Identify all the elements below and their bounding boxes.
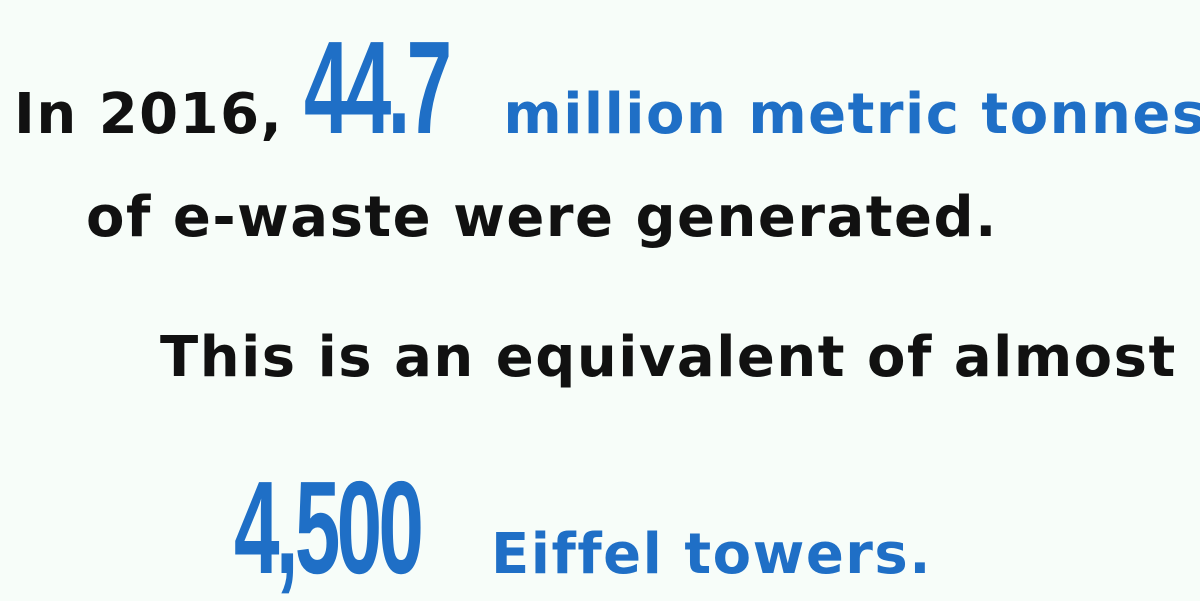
headline-line-2: of e-waste were generated. (86, 190, 998, 246)
ewaste-amount-wrap: 44.7 (304, 22, 482, 154)
headline-line-1: In 2016, 44.7 million metric tonnes (14, 22, 1200, 154)
year-intro-text: In 2016, (14, 82, 284, 147)
headline-line-4: 4,500 Eiffel towers. (234, 462, 932, 594)
ewaste-unit-text: million metric tonnes (503, 82, 1200, 147)
eiffel-towers-text: Eiffel towers. (491, 522, 933, 587)
equivalent-text: This is an equivalent of almost (160, 325, 1177, 390)
headline-line-3: This is an equivalent of almost (160, 330, 1177, 386)
eiffel-count-number: 4,500 (234, 454, 424, 601)
generated-text: of e-waste were generated. (86, 185, 998, 250)
eiffel-count-wrap: 4,500 (234, 462, 470, 594)
ewaste-amount-number: 44.7 (304, 14, 452, 161)
